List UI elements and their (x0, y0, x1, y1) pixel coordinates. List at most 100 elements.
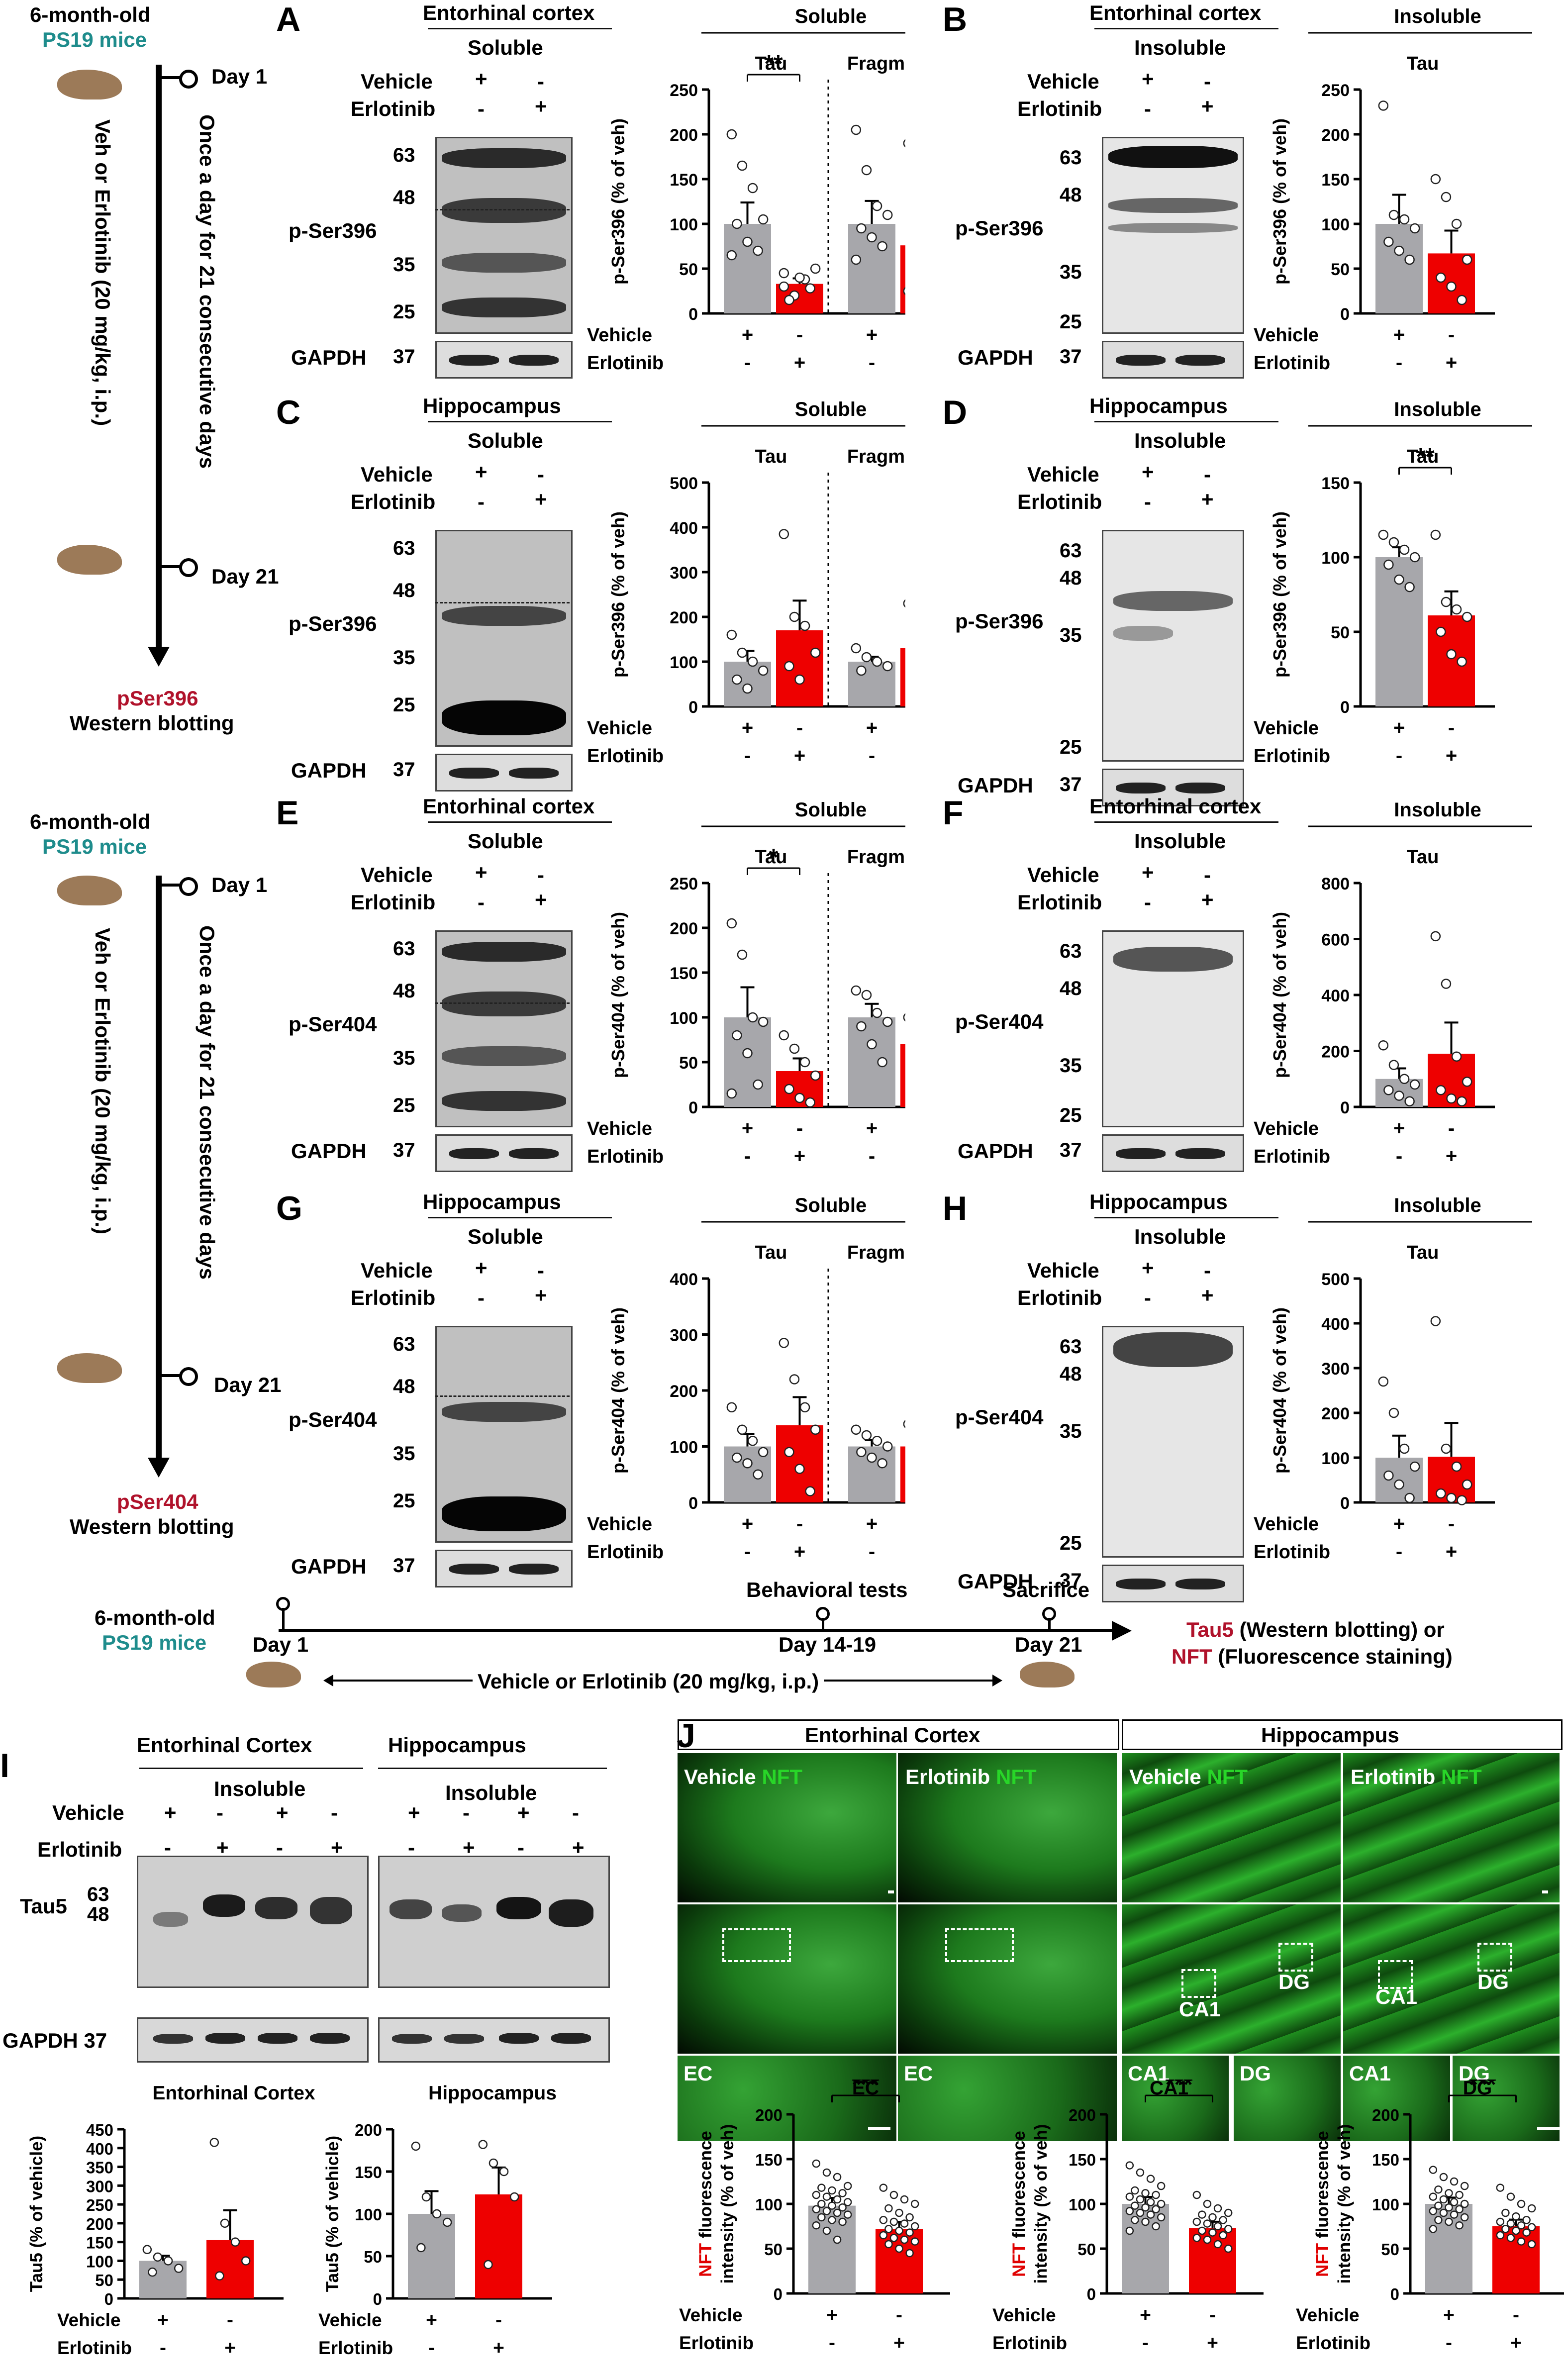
erlotinib-bar (900, 1446, 905, 1502)
data-point (1439, 2173, 1448, 2182)
data-point (484, 2260, 493, 2270)
erlotinib-label: Erlotinib (587, 1146, 664, 1167)
erlotinib-label: Erlotinib (351, 891, 436, 914)
bar-chart-j3: 0 50 100 150 200 NFT fluorescence intensity (%… (1296, 2080, 1564, 2354)
data-point (1506, 2192, 1515, 2201)
erlotinib-minus: - (478, 1286, 485, 1309)
data-point (843, 2210, 852, 2219)
data-point (895, 2226, 903, 2235)
data-point (882, 1016, 893, 1027)
data-point (910, 2222, 919, 2231)
vehicle-label: Vehicle (1254, 325, 1319, 346)
marker-label: p-Ser404 (289, 1408, 377, 1431)
data-point (1451, 218, 1462, 229)
vehicle-label: Vehicle (361, 1259, 433, 1282)
vehicle-label: Vehicle (57, 2310, 121, 2330)
data-point (753, 1079, 763, 1090)
tick-label: 0 (774, 2285, 782, 2303)
data-point (489, 2158, 498, 2168)
group-label: Tau (1407, 1242, 1439, 1263)
data-point (1527, 2223, 1536, 2232)
axis-label-y: Tau5 (% of vehicle) (323, 2136, 342, 2292)
data-point (1451, 1051, 1462, 1062)
tick-label: 150 (355, 2163, 382, 2182)
data-point (812, 2190, 821, 2199)
data-point (877, 1057, 887, 1068)
tick-label: 150 (86, 2234, 113, 2252)
axis-label-y: NFT fluorescence (1313, 2131, 1332, 2277)
data-point (867, 1039, 877, 1050)
data-point (142, 2245, 152, 2255)
western-blot (435, 1326, 573, 1543)
data-point (1219, 2216, 1227, 2224)
tick-label: 100 (670, 215, 698, 234)
fraction-label: Insoluble (1134, 1225, 1226, 1248)
group-label: Fragments (847, 1242, 905, 1263)
mouse-icon (57, 70, 122, 99)
data-point (889, 2217, 898, 2226)
micrograph-region (1343, 1904, 1560, 2054)
svg-text:intensity (% of veh): intensity (% of veh) (718, 2124, 737, 2284)
tick-label: 0 (1390, 2285, 1399, 2303)
data-point (1152, 2222, 1160, 2231)
outcome-tau5-method: (Western blotting) or (1239, 1618, 1445, 1641)
tick-label: 100 (755, 2195, 782, 2214)
erlotinib-plus: + (331, 1836, 343, 1859)
data-point (805, 283, 815, 294)
timeline-axis (156, 876, 162, 1463)
erlotinib-plus: + (1201, 888, 1214, 911)
panel-label: E (276, 794, 299, 832)
data-point (747, 1012, 758, 1023)
data-point (838, 2189, 847, 2197)
data-point (903, 599, 905, 608)
western-blot (1102, 930, 1244, 1127)
tick-label: 50 (1331, 260, 1350, 279)
vehicle-plus: + (1142, 1256, 1154, 1280)
erlotinib-minus: - (1144, 891, 1151, 914)
data-point (903, 139, 905, 148)
western-blot (1102, 137, 1244, 334)
tick-label: 150 (755, 2151, 782, 2169)
vehicle-plus: + (866, 1117, 878, 1139)
axis-label-y: p-Ser404 (% of veh) (608, 912, 628, 1078)
tick-label: 0 (688, 698, 698, 717)
nft-label: NFT (1441, 1765, 1482, 1788)
data-point (1450, 2177, 1459, 2186)
data-point (851, 1424, 862, 1435)
micrograph-region (898, 1904, 1117, 2054)
mw-label: 37 (393, 346, 415, 368)
vehicle-plus: + (1393, 1513, 1405, 1535)
erlotinib-bar (206, 2240, 254, 2298)
data-point (1399, 544, 1410, 555)
data-point (509, 2192, 519, 2202)
marker-label: p-Ser404 (955, 1010, 1044, 1033)
data-point (1441, 979, 1452, 989)
vehicle-plus: + (742, 1513, 753, 1535)
bar-chart-b: 0 50 100 150 200 250 p-Ser396 (% of veh) Insolu… (1254, 5, 1532, 374)
roi-box (1181, 1969, 1216, 1998)
tick-label: 250 (86, 2196, 113, 2214)
data-point (1383, 1085, 1394, 1095)
data-point (1460, 2213, 1469, 2222)
data-point (900, 2235, 909, 2244)
data-point (1460, 2199, 1469, 2208)
data-point (1439, 2208, 1448, 2217)
region-label: Hippocampus (1089, 394, 1228, 417)
vehicle-minus: - (796, 717, 803, 739)
data-point (1394, 1091, 1404, 1101)
data-point (910, 2199, 919, 2208)
timeline-endpoint: pSer404 (117, 1490, 198, 1513)
data-point (1429, 2207, 1438, 2215)
data-point (872, 200, 882, 211)
data-point (905, 2213, 914, 2222)
data-point (799, 1402, 810, 1412)
data-point (1434, 2201, 1443, 2210)
vehicle-minus: - (537, 1259, 544, 1282)
tick-label: 200 (1069, 2106, 1096, 2124)
chart-title: Insoluble (1394, 1194, 1481, 1216)
vehicle-label: Vehicle (992, 2305, 1056, 2325)
data-point (1399, 1443, 1410, 1454)
vehicle-minus: - (796, 1117, 803, 1139)
mouse-icon (246, 1662, 301, 1687)
significance-label: *** (1166, 2080, 1193, 2097)
